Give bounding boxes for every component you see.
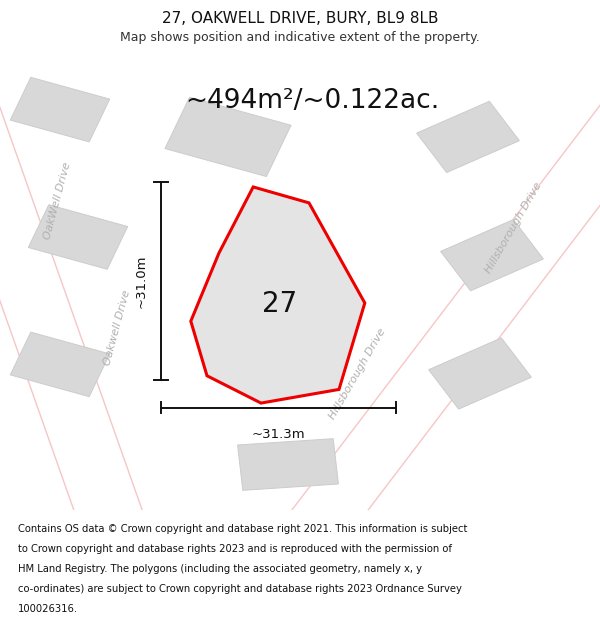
- Text: Hillsborough Drive: Hillsborough Drive: [483, 181, 543, 275]
- Polygon shape: [165, 98, 291, 176]
- Text: ~31.0m: ~31.0m: [134, 254, 148, 308]
- Text: Hillsborough Drive: Hillsborough Drive: [327, 326, 387, 421]
- Text: ~31.3m: ~31.3m: [251, 428, 305, 441]
- Text: 100026316.: 100026316.: [18, 604, 78, 614]
- Text: co-ordinates) are subject to Crown copyright and database rights 2023 Ordnance S: co-ordinates) are subject to Crown copyr…: [18, 584, 462, 594]
- Text: OakWell Drive: OakWell Drive: [42, 161, 72, 241]
- Text: HM Land Registry. The polygons (including the associated geometry, namely x, y: HM Land Registry. The polygons (includin…: [18, 564, 422, 574]
- Text: Contains OS data © Crown copyright and database right 2021. This information is : Contains OS data © Crown copyright and d…: [18, 524, 467, 534]
- Polygon shape: [10, 78, 110, 142]
- Polygon shape: [238, 439, 338, 491]
- Polygon shape: [428, 338, 532, 409]
- Polygon shape: [10, 332, 110, 397]
- Text: Oakwell Drive: Oakwell Drive: [102, 289, 132, 367]
- Text: ~494m²/~0.122ac.: ~494m²/~0.122ac.: [185, 88, 439, 114]
- Text: to Crown copyright and database rights 2023 and is reproduced with the permissio: to Crown copyright and database rights 2…: [18, 544, 452, 554]
- Text: 27: 27: [262, 291, 298, 318]
- Polygon shape: [28, 205, 128, 269]
- Polygon shape: [191, 187, 365, 403]
- Polygon shape: [440, 219, 544, 291]
- Text: 27, OAKWELL DRIVE, BURY, BL9 8LB: 27, OAKWELL DRIVE, BURY, BL9 8LB: [162, 11, 438, 26]
- Polygon shape: [416, 101, 520, 172]
- Text: Map shows position and indicative extent of the property.: Map shows position and indicative extent…: [120, 31, 480, 44]
